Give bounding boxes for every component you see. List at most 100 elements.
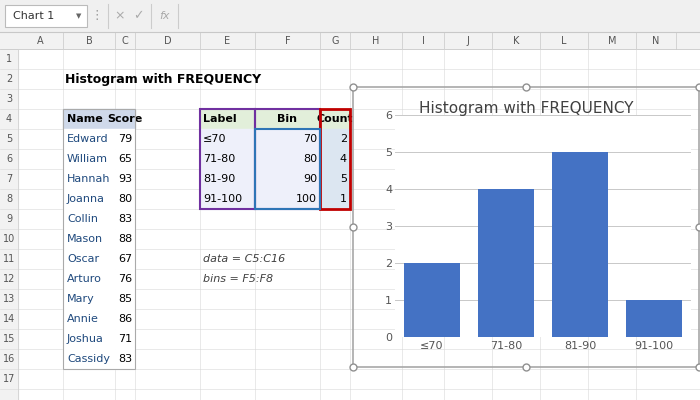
Text: 81-90: 81-90	[203, 174, 235, 184]
Text: C: C	[122, 36, 128, 46]
Text: ▼: ▼	[76, 13, 82, 19]
Bar	[115, 349, 135, 369]
Bar	[0, 32, 700, 49]
Bar	[115, 109, 135, 129]
Bar	[0, 0, 700, 32]
Bar	[200, 109, 255, 209]
Bar	[63, 189, 115, 209]
Text: Joshua: Joshua	[67, 334, 104, 344]
Text: B: B	[85, 36, 92, 46]
Text: 15: 15	[3, 334, 15, 344]
Text: M: M	[608, 36, 616, 46]
Text: H: H	[372, 36, 379, 46]
Text: I: I	[421, 36, 424, 46]
Bar	[255, 149, 320, 169]
Text: Mary: Mary	[67, 294, 94, 304]
Bar	[63, 149, 115, 169]
Text: 1: 1	[340, 194, 347, 204]
Bar	[255, 169, 320, 189]
Text: E: E	[225, 36, 230, 46]
Bar	[5, 5, 87, 27]
Text: Joanna: Joanna	[67, 194, 105, 204]
Text: 5: 5	[6, 134, 12, 144]
Text: F: F	[285, 36, 290, 46]
Text: Arturo: Arturo	[67, 274, 102, 284]
Text: ✓: ✓	[133, 10, 144, 22]
Bar	[115, 149, 135, 169]
Text: Cassidy: Cassidy	[67, 354, 110, 364]
Text: 2: 2	[340, 134, 347, 144]
Text: Hannah: Hannah	[67, 174, 111, 184]
Text: Collin: Collin	[67, 214, 98, 224]
Text: 80: 80	[118, 194, 132, 204]
Bar	[320, 149, 350, 169]
Text: 4: 4	[340, 154, 347, 164]
Bar	[320, 109, 350, 209]
Text: William: William	[67, 154, 108, 164]
Bar	[0, 49, 18, 400]
Text: 6: 6	[6, 154, 12, 164]
Text: 10: 10	[3, 234, 15, 244]
Bar	[200, 169, 255, 189]
Text: Histogram with FREQUENCY: Histogram with FREQUENCY	[419, 102, 634, 116]
Bar	[115, 209, 135, 229]
Bar	[115, 269, 135, 289]
Bar	[115, 249, 135, 269]
Text: Bin: Bin	[277, 114, 297, 124]
Text: 4: 4	[6, 114, 12, 124]
Text: 16: 16	[3, 354, 15, 364]
Text: 100: 100	[296, 194, 317, 204]
Text: 76: 76	[118, 274, 132, 284]
Text: 12: 12	[3, 274, 15, 284]
Text: 91-100: 91-100	[203, 194, 242, 204]
Text: Name: Name	[67, 114, 103, 124]
Text: Oscar: Oscar	[67, 254, 99, 264]
Text: 93: 93	[118, 174, 132, 184]
Bar	[353, 87, 699, 367]
Text: 17: 17	[3, 374, 15, 384]
Bar	[255, 109, 320, 209]
Bar	[63, 109, 135, 369]
Text: Annie: Annie	[67, 314, 99, 324]
Text: 83: 83	[118, 214, 132, 224]
Bar	[320, 129, 350, 149]
Bar	[320, 169, 350, 189]
Bar	[552, 152, 608, 337]
Text: 88: 88	[118, 234, 132, 244]
Text: Edward: Edward	[67, 134, 108, 144]
Bar	[115, 129, 135, 149]
Bar	[63, 349, 115, 369]
Bar	[63, 329, 115, 349]
Bar	[63, 109, 115, 129]
Bar	[63, 169, 115, 189]
Bar	[63, 129, 115, 149]
Bar	[200, 149, 255, 169]
Text: data = C5:C16: data = C5:C16	[203, 254, 286, 264]
Text: K: K	[513, 36, 519, 46]
Text: 8: 8	[6, 194, 12, 204]
Text: 71-80: 71-80	[203, 154, 235, 164]
Bar	[115, 169, 135, 189]
Bar	[115, 189, 135, 209]
Text: 85: 85	[118, 294, 132, 304]
Bar	[255, 129, 320, 149]
Text: 83: 83	[118, 354, 132, 364]
Text: D: D	[164, 36, 172, 46]
Text: Label: Label	[203, 114, 237, 124]
Bar	[115, 309, 135, 329]
Bar	[626, 300, 682, 337]
Bar	[200, 129, 255, 149]
Text: Mason: Mason	[67, 234, 103, 244]
Text: bins = F5:F8: bins = F5:F8	[203, 274, 273, 284]
Text: 65: 65	[118, 154, 132, 164]
Bar	[320, 189, 350, 209]
Text: 14: 14	[3, 314, 15, 324]
Bar	[200, 189, 255, 209]
Text: 9: 9	[6, 214, 12, 224]
Bar	[478, 189, 533, 337]
Text: L: L	[561, 36, 567, 46]
Text: 67: 67	[118, 254, 132, 264]
Bar	[63, 229, 115, 249]
Text: ≤70: ≤70	[203, 134, 227, 144]
Text: 90: 90	[303, 174, 317, 184]
